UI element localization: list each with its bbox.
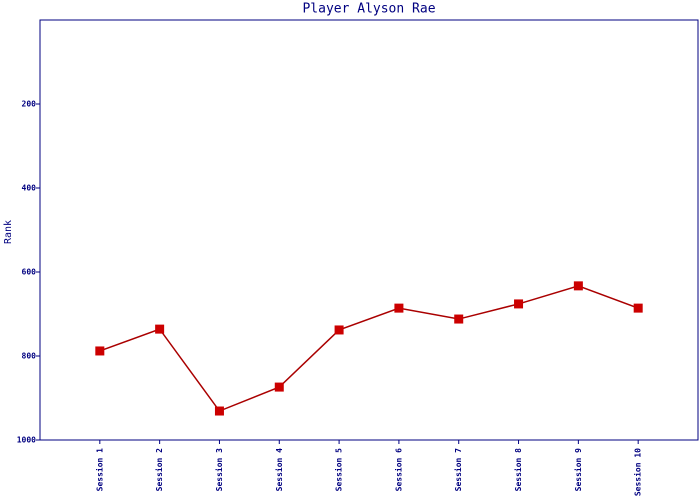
data-marker [334,325,344,335]
data-marker [454,314,464,324]
x-tick-label: Session 10 [633,448,643,496]
chart-title: Player Alyson Rae [302,2,435,17]
data-marker [95,346,105,356]
data-marker [274,382,284,392]
x-tick-label: Session 9 [573,448,583,492]
y-tick-label: 1000 [17,436,36,445]
x-tick-label: Session 8 [513,448,523,492]
y-tick-label: 200 [22,100,37,109]
data-marker [573,281,583,291]
y-tick-label: 600 [22,268,37,277]
x-tick-label: Session 3 [214,448,224,492]
plot-frame [39,19,699,441]
data-marker [214,406,224,416]
x-tick-label: Session 6 [393,448,403,492]
y-tick-label: 400 [22,184,37,193]
x-tick-label: Session 4 [274,448,284,492]
y-axis-label: Rank [3,220,14,244]
data-marker [633,303,643,313]
x-tick-label: Session 2 [154,448,164,492]
data-marker [155,324,165,334]
data-line [99,285,639,412]
data-marker [514,299,524,309]
data-marker [394,303,404,313]
y-tick-label: 800 [22,352,37,361]
x-tick-label: Session 5 [334,448,344,492]
x-tick-label: Session 7 [453,448,463,492]
x-tick-label: Session 1 [94,448,104,492]
